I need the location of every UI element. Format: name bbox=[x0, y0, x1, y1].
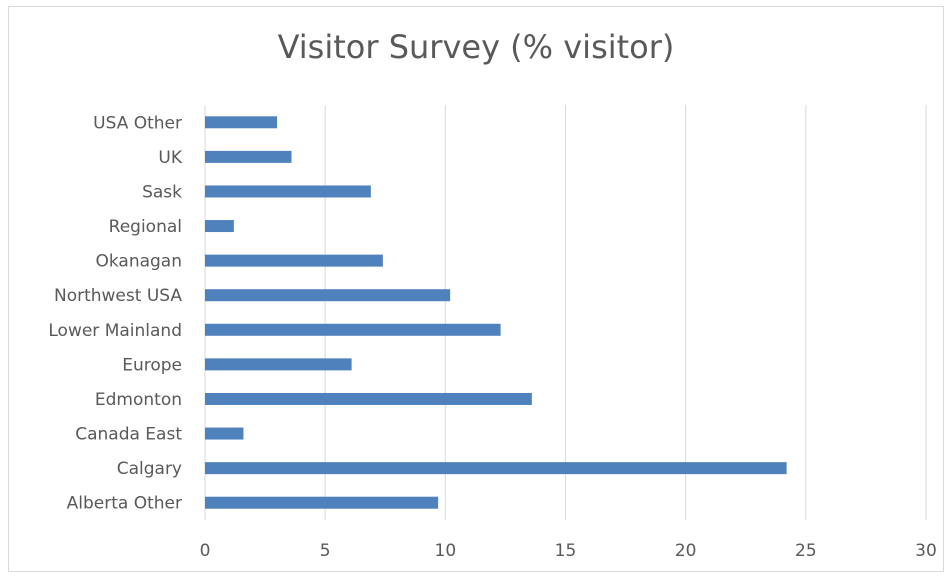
x-tick-labels: 0 5 10 15 20 25 30 bbox=[200, 541, 937, 561]
x-tick-label: 0 bbox=[200, 541, 211, 561]
grid-lines bbox=[204, 105, 927, 520]
x-tick-label: 5 bbox=[320, 541, 331, 561]
bar-okanagan bbox=[205, 254, 383, 267]
bar-calgary bbox=[205, 462, 787, 475]
category-label: Edmonton bbox=[95, 390, 182, 410]
category-label: USA Other bbox=[93, 113, 182, 133]
bar-alberta-other bbox=[205, 496, 439, 509]
x-tick-label: 15 bbox=[555, 541, 577, 561]
x-tick-label: 25 bbox=[795, 541, 817, 561]
chart-frame bbox=[8, 6, 944, 572]
category-label: Okanagan bbox=[95, 252, 182, 272]
x-tick-label: 20 bbox=[675, 541, 697, 561]
category-labels: Alberta Other Calgary Canada East Edmonton E… bbox=[48, 113, 182, 513]
bar-regional bbox=[205, 220, 234, 233]
bar-northwest-usa bbox=[205, 289, 451, 302]
bars bbox=[205, 116, 787, 509]
x-tick-label: 10 bbox=[435, 541, 457, 561]
category-label: Canada East bbox=[75, 425, 182, 445]
bar-sask bbox=[205, 185, 371, 198]
category-label: UK bbox=[158, 148, 182, 168]
category-label: Sask bbox=[142, 182, 182, 202]
bar-europe bbox=[205, 358, 352, 371]
category-label: Europe bbox=[122, 355, 182, 375]
bar-usa-other bbox=[205, 116, 278, 129]
category-label: Regional bbox=[109, 217, 182, 237]
category-label: Alberta Other bbox=[67, 494, 182, 514]
bar-canada-east bbox=[205, 427, 244, 440]
bar-uk bbox=[205, 150, 292, 163]
bar-lower-mainland bbox=[205, 323, 501, 336]
chart-title: Visitor Survey (% visitor) bbox=[277, 28, 675, 66]
bar-edmonton bbox=[205, 392, 532, 405]
x-tick-label: 30 bbox=[915, 541, 937, 561]
category-label: Lower Mainland bbox=[48, 321, 182, 341]
category-label: Calgary bbox=[117, 459, 182, 479]
category-label: Northwest USA bbox=[54, 286, 182, 306]
